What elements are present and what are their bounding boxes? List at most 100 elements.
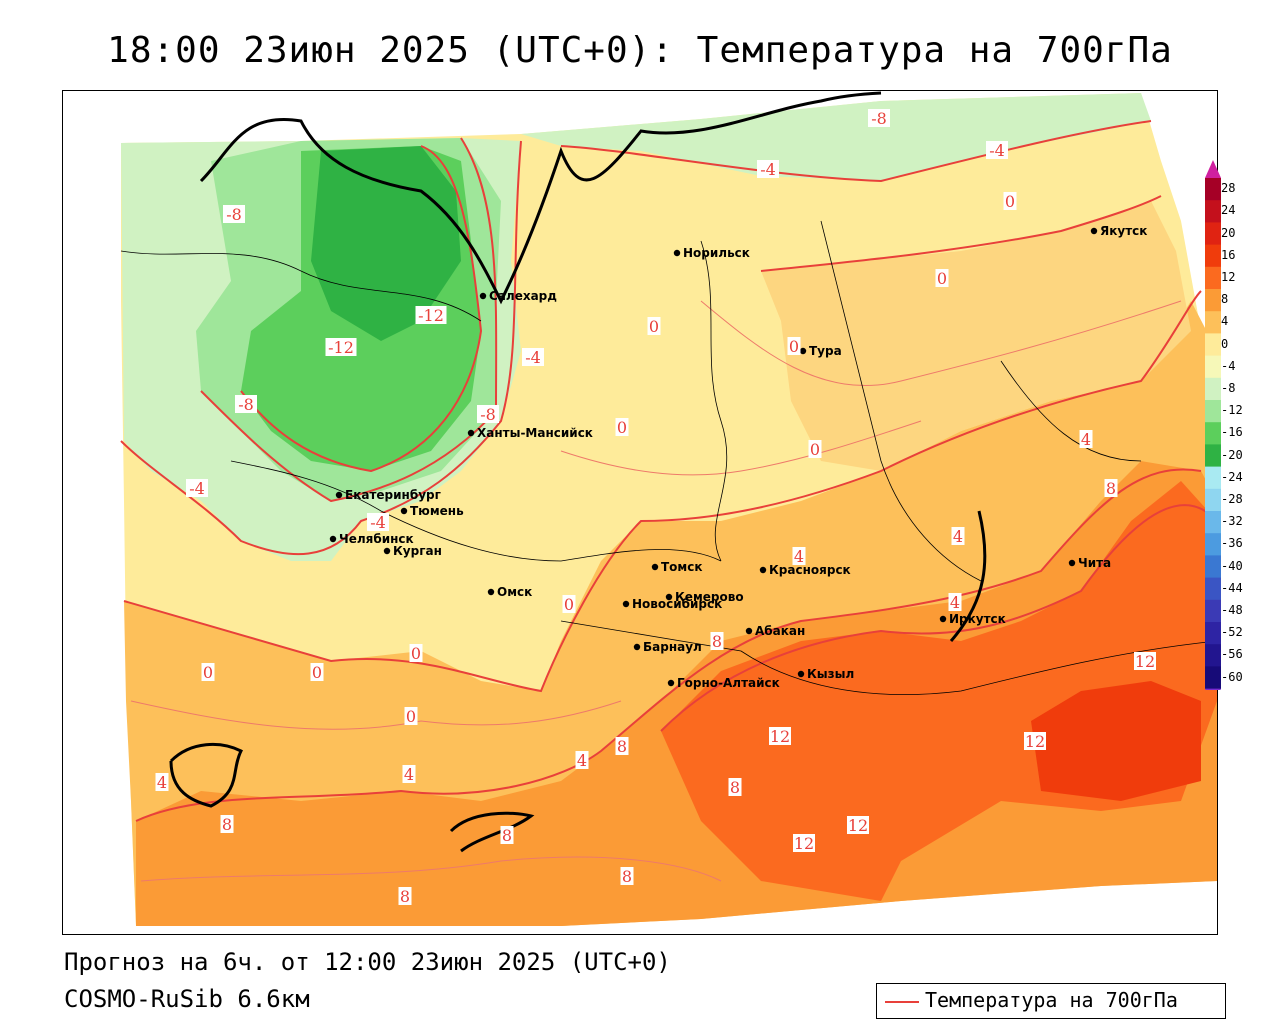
isoline-label: 4 [577,751,587,770]
isotherm-minor [130,300,1182,882]
city-dot [633,643,641,651]
city-markers: Норильск Салехард Якутск Тура Ханты-Мансийск… [329,224,1147,690]
colorbar-level-label: -28 [1221,491,1243,506]
legend-label: Температура на 700гПа [925,988,1178,1012]
colorbar-swatch [1205,577,1221,601]
colorbar-level-label: 20 [1221,225,1236,240]
city-label: Салехард [489,289,557,303]
map-canvas: Норильск Салехард Якутск Тура Ханты-Мансийск… [120,91,1217,926]
city-label: Челябинск [339,532,414,546]
colorbar-swatch [1205,466,1221,490]
isoline-label: 8 [730,778,740,797]
city-label: Курган [393,544,442,558]
colorbar-swatch [1205,599,1221,623]
isoline-label: 0 [406,707,416,726]
colorbar-level-label: 8 [1221,292,1229,307]
isoline-label-bg [868,109,890,127]
isoline-label: 4 [404,765,414,784]
isoline-label-bg [522,348,544,366]
isoline-label-bg [647,317,661,335]
isoline-label: 8 [617,737,627,756]
isoline-label: 0 [1005,192,1015,211]
isoline-label-bg [235,395,257,413]
colorbar-level-label: -40 [1221,558,1243,573]
domain-fill-ne [761,201,1191,471]
isoline-label-bg [220,815,234,833]
isoline-label-bg [951,527,965,545]
colorbar-bottom-arrow [1205,688,1221,690]
isoline-label-bg [477,405,499,423]
isoline-label-bg [1079,430,1093,448]
isoline-label: 0 [411,644,421,663]
city-dot [673,249,681,257]
isoline-label: -8 [226,205,242,224]
colorbar-level-label: -4 [1221,358,1236,373]
isoline-label-bg [710,632,724,650]
colorbar-swatch [1205,622,1221,645]
isoline-label: 12 [770,727,790,746]
legend: Температура на 700гПа [876,983,1226,1019]
isoline-label: 0 [312,663,322,682]
isoline-label-bg [186,479,208,497]
isoline-label: -4 [989,141,1005,160]
city-label: Тюмень [410,504,464,518]
colorbar-swatch [1205,533,1221,556]
isoline-label: 0 [617,418,627,437]
city-dot [1090,227,1098,235]
isoline-label: 4 [950,593,960,612]
colorbar-level-label: 16 [1221,247,1236,262]
colorbar-level-label: 24 [1221,203,1236,218]
isoline-label-bg [615,418,629,436]
city-dot [400,507,408,515]
isoline-label-bg [367,513,389,531]
colorbar-swatch [1205,666,1221,690]
city-dot [467,429,475,437]
isoline-label-bg [415,306,447,324]
city-dot [479,292,487,300]
colorbar-swatch [1205,355,1221,379]
isoline-label-bg [847,816,869,834]
city-dot [745,627,753,635]
isoline-label: 0 [789,337,799,356]
colorbar-level-label: -24 [1221,469,1243,484]
colorbar-swatch [1205,444,1221,468]
colorbar-swatch [1205,377,1221,401]
colorbar-level-label: -12 [1221,403,1243,418]
isoline-label-bg [310,663,324,681]
isoline-label-bg [1024,732,1046,750]
isoline-label-bg [769,727,791,745]
city-label: Екатеринбург [345,488,441,502]
colorbar-swatch [1205,266,1221,290]
isoline-label: 4 [794,547,804,566]
admin-borders [120,220,1217,695]
colorbar-level-label: -52 [1221,625,1243,640]
colorbar-swatch [1205,511,1221,534]
isoline-label-bg [757,160,779,178]
city-dot [651,563,659,571]
colorbar-level-label: 28 [1221,181,1236,196]
city-label: Горно-Алтайск [677,676,780,690]
colorbar-level-label: 4 [1221,314,1229,329]
colorbar-level-label: -44 [1221,580,1243,595]
city-label: Омск [497,585,532,599]
city-dot [667,679,675,687]
isoline-label-bg [1003,192,1017,210]
colorbar [1205,160,1221,690]
city-dot [799,347,807,355]
colorbar-level-label: 12 [1221,269,1236,284]
isoline-label: 12 [794,834,814,853]
city-dot [1068,559,1076,567]
isoline-label-bg [223,205,245,223]
isoline-label: 12 [848,816,868,835]
isoline-label: 0 [203,663,213,682]
isoline-label: 12 [1025,732,1045,751]
colorbar-swatch [1205,289,1221,312]
isoline-label: -8 [238,395,254,414]
colorbar-level-label: -56 [1221,647,1243,662]
city-dot [383,547,391,555]
isoline-label: 0 [810,440,820,459]
isoline-label: 12 [1135,652,1155,671]
isoline-label-bg [325,338,357,356]
city-label: Красноярск [769,563,851,577]
coastline [169,91,987,853]
